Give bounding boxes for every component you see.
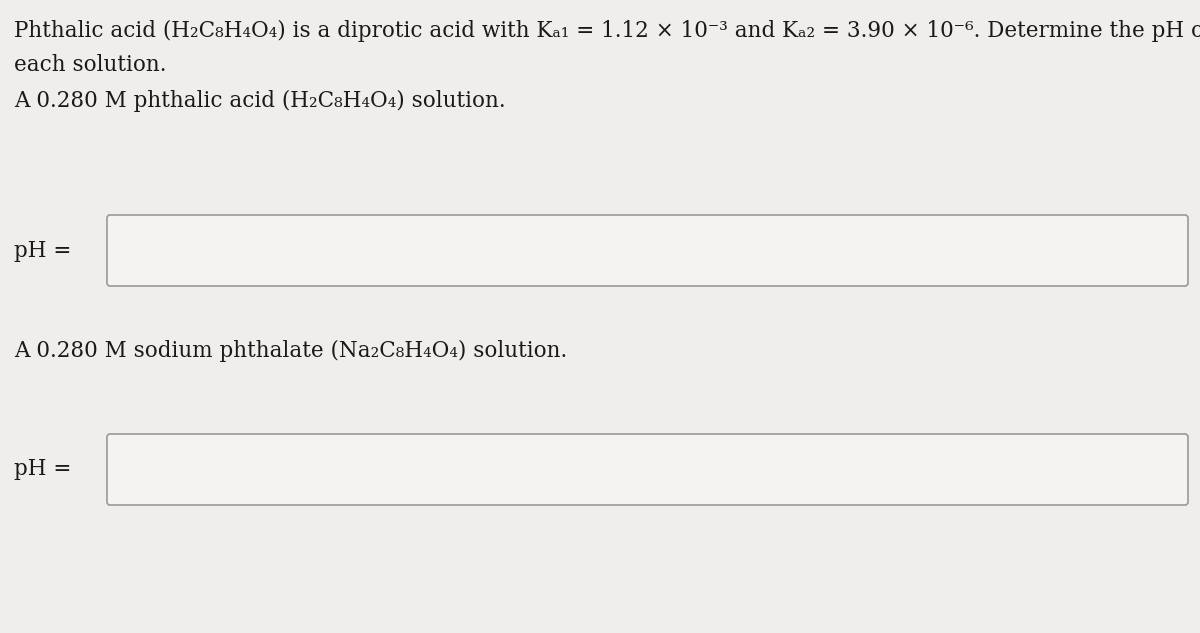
FancyBboxPatch shape bbox=[107, 215, 1188, 286]
Text: A 0.280 M phthalic acid (H₂C₈H₄O₄) solution.: A 0.280 M phthalic acid (H₂C₈H₄O₄) solut… bbox=[14, 90, 505, 112]
FancyBboxPatch shape bbox=[107, 434, 1188, 505]
Text: A 0.280 M sodium phthalate (Na₂C₈H₄O₄) solution.: A 0.280 M sodium phthalate (Na₂C₈H₄O₄) s… bbox=[14, 340, 568, 362]
Text: pH =: pH = bbox=[14, 458, 71, 480]
Text: each solution.: each solution. bbox=[14, 54, 167, 76]
Text: Phthalic acid (H₂C₈H₄O₄) is a diprotic acid with Kₐ₁ = 1.12 × 10⁻³ and Kₐ₂ = 3.9: Phthalic acid (H₂C₈H₄O₄) is a diprotic a… bbox=[14, 20, 1200, 42]
Text: pH =: pH = bbox=[14, 239, 71, 261]
